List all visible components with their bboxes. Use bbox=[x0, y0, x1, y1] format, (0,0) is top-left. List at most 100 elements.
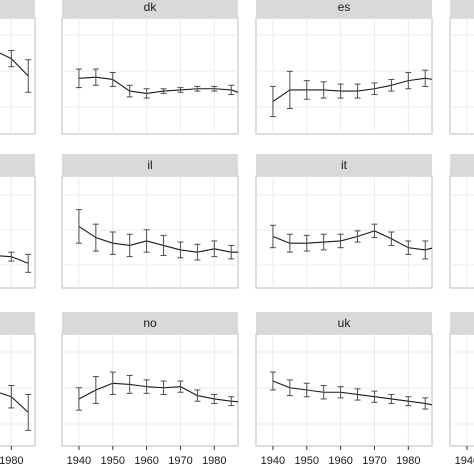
error-bar bbox=[126, 84, 133, 98]
facet-panel: it bbox=[255, 154, 445, 289]
error-bar bbox=[269, 224, 276, 249]
error-bar bbox=[25, 393, 32, 431]
series-segment bbox=[0, 255, 12, 258]
panel-content bbox=[450, 176, 474, 288]
error-bar bbox=[371, 390, 378, 403]
facet-label: uk bbox=[338, 316, 352, 330]
error-bar bbox=[269, 371, 276, 391]
error-bar bbox=[439, 73, 445, 89]
error-bar bbox=[422, 240, 429, 260]
error-bar bbox=[388, 393, 395, 404]
series-segment bbox=[214, 398, 232, 402]
panel-content bbox=[256, 18, 445, 134]
error-bar bbox=[211, 85, 218, 92]
facet-strip bbox=[62, 154, 238, 176]
error-bar bbox=[320, 233, 327, 251]
facet-panel: uk bbox=[255, 312, 445, 447]
series-segment bbox=[112, 79, 131, 92]
facet-label: es bbox=[338, 0, 351, 14]
error-bar bbox=[303, 382, 310, 398]
panel-content bbox=[0, 334, 35, 446]
series-segment bbox=[197, 248, 215, 253]
panel-content bbox=[62, 334, 238, 446]
panel-content bbox=[450, 18, 474, 134]
panel-content bbox=[450, 334, 474, 446]
x-tick-label: 1970 bbox=[362, 455, 386, 467]
error-bar bbox=[177, 241, 184, 259]
series-segment bbox=[112, 242, 130, 246]
error-bar bbox=[92, 376, 99, 404]
panel-background bbox=[255, 175, 433, 289]
facet-strip bbox=[0, 0, 35, 18]
error-bar bbox=[245, 244, 251, 260]
error-bar bbox=[92, 223, 99, 252]
facet-panel: il bbox=[61, 154, 251, 289]
series-segment bbox=[214, 248, 232, 253]
series-segment bbox=[340, 235, 358, 242]
error-bar bbox=[354, 230, 361, 243]
series-segment bbox=[391, 80, 409, 86]
error-bar bbox=[337, 386, 344, 399]
series-segment bbox=[425, 77, 432, 80]
error-bar bbox=[160, 88, 167, 94]
facet-strip bbox=[0, 154, 35, 176]
error-bar bbox=[160, 380, 167, 395]
series-segment bbox=[231, 89, 238, 93]
x-tick-label: 1940 bbox=[261, 455, 285, 467]
series-segment bbox=[95, 76, 113, 81]
error-bar bbox=[143, 229, 150, 253]
panel-content bbox=[0, 18, 35, 134]
panel-content bbox=[256, 176, 445, 288]
series-segment bbox=[0, 392, 12, 398]
facet-label: no bbox=[143, 316, 157, 330]
panel-background bbox=[255, 333, 433, 447]
facet-panel bbox=[0, 0, 36, 135]
error-bar bbox=[405, 72, 412, 90]
error-bar bbox=[439, 234, 445, 256]
panel-background bbox=[61, 175, 239, 289]
series-segment bbox=[425, 247, 432, 251]
x-tick-label: 1950 bbox=[101, 455, 125, 467]
error-bar bbox=[286, 70, 293, 109]
error-bar bbox=[109, 72, 116, 87]
error-bar bbox=[354, 388, 361, 401]
error-bar bbox=[337, 233, 344, 249]
error-bar bbox=[143, 88, 150, 99]
error-bar bbox=[228, 396, 235, 407]
facet-label: it bbox=[341, 158, 348, 172]
panel-background bbox=[61, 17, 239, 135]
series-segment bbox=[129, 240, 147, 246]
series-segment bbox=[0, 52, 12, 60]
series-segment bbox=[374, 84, 392, 90]
series-segment bbox=[163, 386, 181, 389]
series-segment bbox=[231, 400, 238, 403]
error-bar bbox=[405, 240, 412, 255]
series-segment bbox=[78, 225, 97, 239]
x-tick-label: 1980 bbox=[0, 455, 24, 467]
series-segment bbox=[95, 382, 113, 391]
error-bar bbox=[194, 243, 201, 261]
series-segment bbox=[129, 90, 147, 94]
series-segment bbox=[129, 383, 147, 388]
error-bar bbox=[269, 85, 276, 118]
facet-strip bbox=[256, 0, 432, 18]
series-segment bbox=[10, 58, 29, 77]
x-tick-label: 1970 bbox=[168, 455, 192, 467]
panel-background bbox=[0, 17, 36, 135]
facet-strip bbox=[450, 0, 474, 18]
error-bar bbox=[439, 401, 445, 412]
error-bar bbox=[245, 90, 251, 102]
facet-strip bbox=[450, 312, 474, 334]
facet-panel: es bbox=[255, 0, 445, 135]
panel-background bbox=[449, 333, 474, 447]
error-bar bbox=[177, 87, 184, 93]
series-segment bbox=[391, 238, 409, 249]
series-segment bbox=[323, 89, 341, 92]
series-segment bbox=[391, 398, 409, 402]
facet-panel: dk bbox=[61, 0, 251, 135]
facet-strip bbox=[62, 312, 238, 334]
facet-strip bbox=[256, 312, 432, 334]
error-bar bbox=[211, 393, 218, 404]
series-segment bbox=[289, 387, 307, 391]
